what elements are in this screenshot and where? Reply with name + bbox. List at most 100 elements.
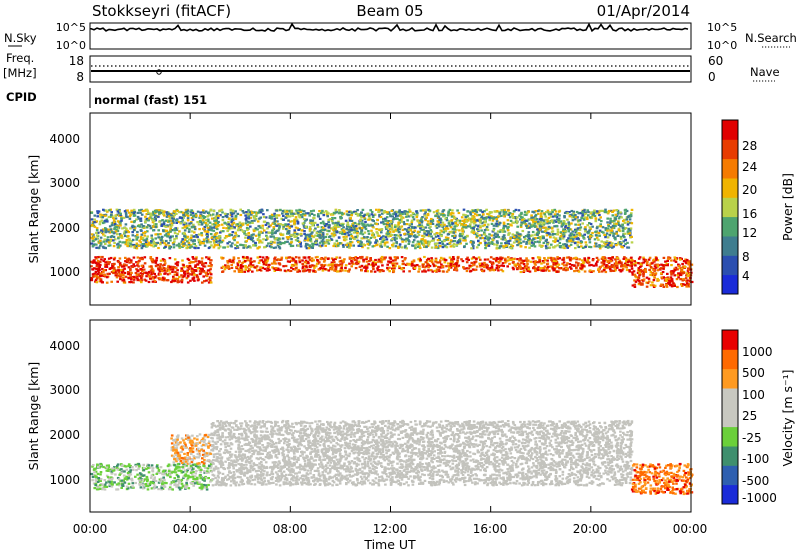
echo-cell (568, 223, 571, 226)
echo-cell (126, 271, 130, 274)
freq-unit: [MHz] (3, 66, 37, 80)
echo-cell (145, 275, 148, 278)
echo-cell (380, 255, 384, 259)
echo-cell (122, 278, 126, 281)
echo-cell (152, 213, 156, 216)
echo-cell (485, 227, 488, 231)
echo-cell (90, 233, 94, 236)
echo-cell (366, 212, 369, 215)
echo-cell (142, 271, 146, 274)
echo-cell (135, 247, 139, 250)
echo-cell (542, 235, 545, 238)
echo-cell (275, 214, 279, 217)
echo-cell (591, 259, 595, 262)
echo-cell (228, 217, 231, 220)
echo-cell (119, 213, 122, 217)
echo-cell (389, 225, 393, 228)
echo-cell (504, 211, 508, 214)
echo-cell (182, 264, 185, 267)
echo-cell (146, 243, 149, 246)
echo-cell (291, 264, 294, 267)
echo-cell (189, 266, 192, 269)
echo-cell (395, 242, 398, 245)
echo-cell (154, 244, 157, 247)
echo-cell (296, 237, 300, 240)
echo-cell (208, 271, 212, 274)
echo-cell (190, 261, 193, 264)
echo-cell (162, 223, 166, 226)
echo-cell (299, 210, 303, 213)
echo-cell (400, 220, 404, 223)
echo-cell (304, 265, 308, 268)
echo-cell (547, 213, 551, 216)
echo-cell (190, 234, 193, 237)
echo-cell (424, 219, 427, 222)
echo-cell (323, 263, 327, 267)
echo-cell (296, 227, 299, 230)
echo-cell (304, 242, 308, 245)
echo-cell (627, 258, 630, 261)
echo-cell (386, 233, 390, 236)
echo-cell (577, 219, 581, 222)
echo-cell (530, 224, 533, 227)
echo-cell (220, 241, 224, 244)
echo-cell (294, 260, 298, 263)
echo-cell (546, 265, 550, 268)
echo-cell (506, 227, 509, 230)
echo-cell (552, 236, 556, 239)
echo-cell (588, 238, 591, 241)
echo-cell (596, 260, 599, 263)
echo-cell (629, 234, 632, 237)
echo-cell (163, 234, 167, 237)
echo-cell (91, 268, 95, 271)
echo-cell (206, 226, 210, 229)
echo-cell (402, 267, 405, 270)
echo-cell (116, 280, 119, 283)
echo-cell (201, 262, 204, 265)
echo-cell (493, 232, 497, 235)
echo-cell (598, 229, 602, 232)
echo-cell (103, 209, 106, 212)
echo-cell (140, 233, 144, 236)
echo-cell (380, 231, 383, 234)
echo-cell (211, 213, 215, 216)
echo-cell (214, 216, 217, 220)
echo-cell (281, 237, 285, 240)
echo-cell (630, 256, 633, 259)
echo-cell (163, 263, 166, 266)
echo-cell (474, 224, 478, 227)
echo-cell (349, 242, 352, 245)
echo-cell (163, 214, 166, 217)
echo-cell (405, 223, 409, 226)
echo-cell (323, 259, 327, 262)
echo-cell (255, 265, 259, 268)
echo-cell (453, 216, 457, 220)
echo-cell (558, 236, 562, 239)
echo-cell (385, 227, 388, 231)
echo-cell (136, 269, 140, 272)
echo-cell (144, 220, 147, 223)
echo-cell (531, 234, 534, 237)
echo-cell (290, 225, 294, 228)
echo-cell (118, 208, 121, 212)
echo-cell (603, 267, 606, 270)
date-title: 01/Apr/2014 (597, 2, 690, 20)
echo-cell (241, 255, 245, 259)
echo-cell (99, 274, 102, 278)
echo-cell (538, 244, 542, 247)
echo-cell (472, 222, 476, 225)
echo-cell (334, 221, 338, 224)
echo-cell (496, 225, 500, 228)
echo-cell (400, 246, 404, 249)
echo-cell (303, 221, 306, 224)
echo-cell (327, 221, 330, 224)
cpid-label: CPID (6, 90, 37, 104)
echo-cell (570, 239, 574, 242)
echo-cell (407, 263, 411, 266)
echo-cell (483, 231, 486, 234)
echo-cell (373, 213, 377, 216)
echo-cell (141, 237, 145, 240)
echo-cell (406, 230, 409, 233)
echo-cell (406, 219, 409, 222)
